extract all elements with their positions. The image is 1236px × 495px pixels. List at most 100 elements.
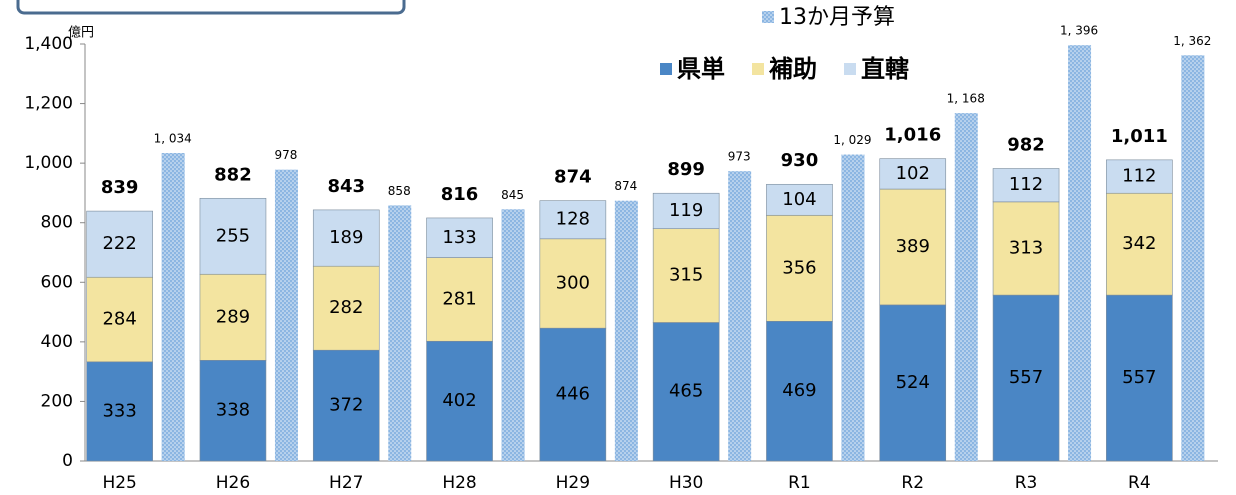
bar-segment: [426, 257, 493, 342]
bar-segment: [86, 276, 153, 363]
segment-label: 313: [1009, 237, 1043, 258]
bar-segment: [766, 321, 833, 462]
segment-label: 112: [1009, 174, 1043, 195]
y-tick-label: 400: [41, 332, 73, 352]
bar-segment: [652, 192, 720, 229]
bar-segment: [652, 228, 720, 323]
y-tick-label: 600: [41, 272, 73, 292]
y-tick-label: 1,000: [24, 153, 73, 173]
budget-bar: [501, 209, 525, 461]
segment-label: 342: [1122, 233, 1156, 254]
segment-label: 465: [669, 381, 703, 402]
total-label: 899: [667, 159, 705, 180]
segment-label: 557: [1122, 367, 1156, 388]
x-tick-label: H26: [216, 473, 250, 493]
segment-label: 112: [1122, 166, 1156, 187]
x-tick-label: H25: [102, 473, 136, 493]
total-label: 982: [1007, 135, 1045, 156]
segment-label: 104: [782, 189, 816, 210]
legend-label: 直轄: [861, 55, 909, 83]
total-label: 1,016: [884, 124, 941, 145]
budget-label: 973: [728, 150, 751, 164]
segment-label: 469: [782, 380, 816, 401]
budget-bar: [1181, 55, 1205, 461]
bar-segment: [539, 238, 607, 329]
bar-segment: [879, 158, 947, 190]
segment-label: 281: [442, 288, 476, 309]
bar-segment: [992, 168, 1060, 203]
budget-label: 1, 029: [833, 133, 871, 147]
x-tick-label: R4: [1128, 473, 1151, 493]
budget-bar: [841, 154, 865, 461]
segment-label: 102: [896, 163, 930, 184]
segment-label: 300: [556, 272, 590, 293]
budget-label: 845: [501, 188, 524, 202]
segment-label: 222: [102, 233, 136, 254]
bar-segment: [879, 304, 947, 462]
budget-label: 1, 396: [1060, 24, 1098, 38]
total-label: 816: [441, 184, 479, 205]
y-tick-label: 1,400: [24, 34, 73, 54]
total-label: 1,011: [1111, 126, 1168, 147]
y-tick-label: 800: [41, 213, 73, 233]
y-tick-label: 200: [41, 391, 73, 411]
segment-label: 356: [782, 257, 816, 278]
bar-segment: [879, 188, 947, 306]
total-label: 882: [214, 164, 252, 185]
total-label: 874: [554, 167, 592, 188]
segment-label: 338: [216, 400, 250, 421]
frame: [16, 0, 406, 15]
segment-label: 372: [329, 395, 363, 416]
segment-label: 289: [216, 306, 250, 327]
segment-label: 315: [669, 265, 703, 286]
total-label: 843: [327, 176, 365, 197]
bar-segment: [199, 273, 267, 361]
segment-label: 402: [442, 390, 476, 411]
budget-label: 874: [614, 179, 637, 193]
budget-label: 1, 168: [947, 92, 985, 106]
budget-bar: [728, 171, 752, 461]
legend-swatch: [762, 11, 774, 23]
segment-label: 284: [102, 309, 136, 330]
x-tick-label: R2: [901, 473, 924, 493]
bar-segment: [652, 322, 720, 462]
segment-label: 282: [329, 297, 363, 318]
bar-segment: [199, 360, 267, 462]
bar-segment: [539, 327, 607, 462]
bar-segment: [199, 197, 267, 275]
bar-segment: [426, 340, 493, 462]
segment-label: 446: [556, 384, 590, 405]
segment-label: 128: [556, 209, 590, 230]
bar-segment: [539, 200, 607, 240]
bar-segment: [766, 183, 833, 216]
bar-segment: [1106, 192, 1173, 296]
segment-label: 524: [896, 372, 930, 393]
bar-segment: [312, 209, 380, 267]
x-tick-label: H28: [442, 473, 476, 493]
budget-label: 1, 362: [1173, 34, 1211, 48]
x-tick-label: H27: [329, 473, 363, 493]
y-tick-label: 0: [62, 451, 73, 471]
x-tick-label: H29: [556, 473, 590, 493]
budget-label: 858: [388, 184, 411, 198]
legend-swatch: [752, 63, 764, 75]
segment-label: 557: [1009, 367, 1043, 388]
bar-segment: [86, 361, 153, 462]
total-label: 839: [101, 177, 139, 198]
budget-label: 978: [274, 148, 297, 162]
bar-segment: [1106, 159, 1173, 194]
legend-swatch: [844, 63, 856, 75]
bar-segment: [426, 217, 493, 258]
budget-bar: [954, 113, 978, 462]
bar-segment: [312, 265, 380, 351]
legend-label: 13か月予算: [779, 5, 895, 30]
budget-label: 1, 034: [154, 132, 192, 146]
segment-label: 133: [442, 227, 476, 248]
y-tick-label: 1,200: [24, 94, 73, 114]
budget-bar: [274, 169, 298, 461]
budget-bar: [388, 205, 412, 461]
x-tick-label: R3: [1015, 473, 1038, 493]
segment-label: 389: [896, 236, 930, 257]
unit-label: 億円: [68, 25, 94, 41]
